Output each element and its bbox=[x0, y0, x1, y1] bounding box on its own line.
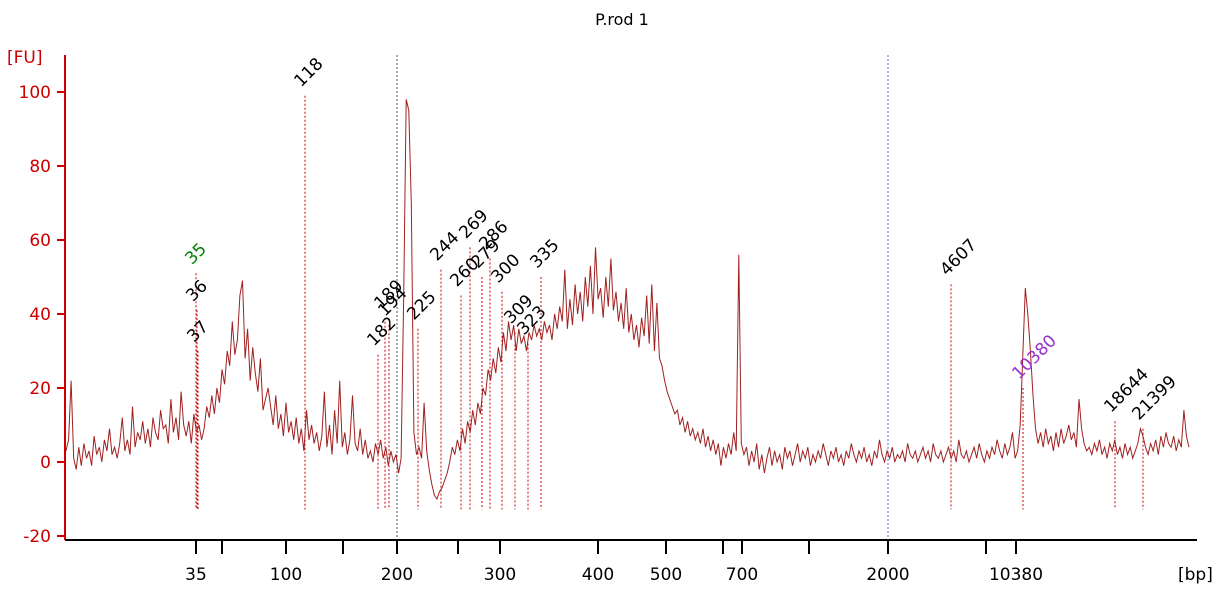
x-tick-label: 500 bbox=[650, 565, 682, 585]
y-tick-label: 40 bbox=[29, 305, 51, 325]
y-tick-label: 100 bbox=[19, 83, 51, 103]
peak-label: 35 bbox=[181, 239, 210, 268]
peak-label: 4607 bbox=[936, 235, 981, 280]
x-tick-label: 400 bbox=[582, 565, 614, 585]
x-tick-label: 10380 bbox=[989, 565, 1043, 585]
x-tick-label: 35 bbox=[185, 565, 207, 585]
peak-label: 36 bbox=[182, 276, 211, 305]
y-axis: -20 0 20 40 60 80 100 bbox=[19, 55, 66, 547]
signal-trace bbox=[65, 99, 1190, 501]
chart-title: P.rod 1 bbox=[595, 10, 649, 29]
peak-drop-lines bbox=[195, 95, 1144, 510]
peak-label: 118 bbox=[290, 54, 327, 91]
y-axis-unit-label: [FU] bbox=[7, 48, 43, 68]
x-axis: 35 100 200 300 400 500 700 2000 10380 bbox=[65, 539, 1197, 585]
y-tick-label: 0 bbox=[40, 453, 51, 473]
y-tick-label: 20 bbox=[29, 379, 51, 399]
x-tick-label: 200 bbox=[381, 565, 413, 585]
peak-label: 335 bbox=[526, 235, 563, 272]
x-axis-unit-label: [bp] bbox=[1178, 565, 1213, 585]
marker-lines bbox=[396, 55, 889, 540]
x-tick-label: 700 bbox=[726, 565, 758, 585]
x-tick-label: 100 bbox=[270, 565, 302, 585]
series-line bbox=[65, 99, 1190, 501]
x-tick-label: 300 bbox=[484, 565, 516, 585]
y-tick-label: 60 bbox=[29, 231, 51, 251]
peak-label: 244 bbox=[426, 228, 463, 265]
x-tick-label: 2000 bbox=[866, 565, 909, 585]
peak-label: 225 bbox=[403, 287, 440, 324]
peak-label: 10380 bbox=[1008, 331, 1060, 383]
y-tick-label: 80 bbox=[29, 157, 51, 177]
peak-label: 182 bbox=[363, 313, 400, 350]
y-tick-label: -20 bbox=[23, 527, 51, 547]
peak-labels: 3536371181821891942252442602692792863003… bbox=[181, 54, 1180, 424]
peak-label: 37 bbox=[183, 317, 212, 346]
